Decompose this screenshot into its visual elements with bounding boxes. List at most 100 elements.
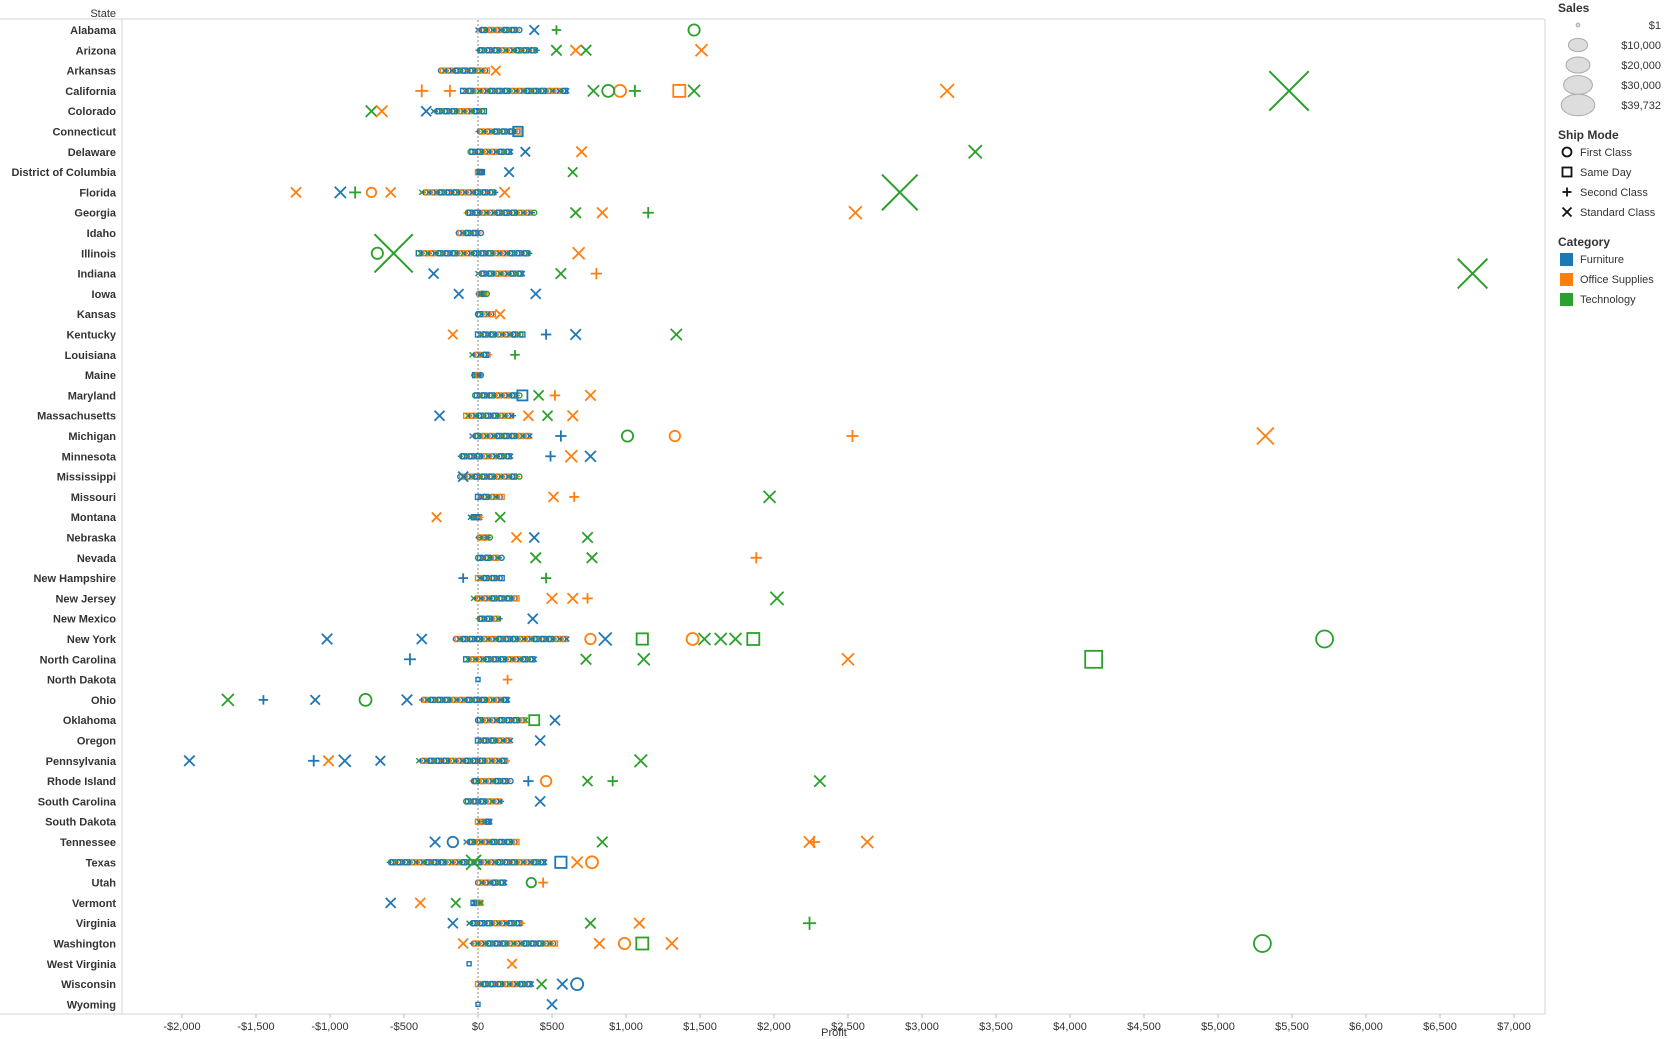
x-tick-label: $5,000: [1201, 1021, 1235, 1033]
cluster-mark: [563, 87, 570, 94]
data-point: [373, 233, 414, 274]
data-point: [1315, 629, 1334, 649]
cluster-mark: [519, 270, 526, 277]
state-label: Maine: [85, 370, 116, 382]
cluster-mark: [563, 636, 570, 642]
data-point: [530, 288, 542, 300]
ship-mode-label: Standard Class: [1580, 207, 1656, 219]
data-point: [581, 775, 594, 787]
state-label: West Virginia: [47, 959, 117, 971]
cluster-mark: [498, 574, 505, 582]
cluster-mark: [483, 67, 491, 74]
data-point: [584, 450, 597, 463]
cluster-mark: [522, 717, 529, 724]
state-labels: Alabama Arizona Arkansas California Colorado…: [11, 25, 116, 1011]
cluster-mark: [485, 818, 492, 825]
x-tick-label: $1,000: [609, 1021, 643, 1033]
state-label: Kansas: [77, 309, 116, 321]
data-point: [687, 23, 701, 37]
x-tick-label: $3,500: [979, 1021, 1013, 1033]
data-point: [598, 631, 613, 647]
data-point: [349, 186, 362, 199]
data-point: [183, 754, 196, 767]
state-label: Utah: [92, 878, 117, 890]
ship-mode-label: Second Class: [1580, 187, 1648, 199]
data-point: [447, 329, 459, 340]
chart-frame: [0, 18, 1546, 1015]
cluster-mark: [531, 209, 538, 216]
data-point: [586, 551, 598, 564]
state-label: Wisconsin: [61, 979, 116, 991]
data-point: [529, 551, 542, 564]
state-label: Montana: [71, 512, 117, 524]
state-label: New York: [67, 634, 117, 646]
state-label: North Dakota: [47, 675, 117, 687]
data-point: [547, 491, 560, 503]
x-tick-label: $500: [540, 1021, 564, 1033]
state-label: Massachusetts: [37, 411, 116, 423]
state-label: Iowa: [92, 289, 117, 301]
data-point: [490, 65, 502, 76]
cluster-mark: [480, 107, 488, 115]
data-point: [540, 572, 552, 584]
cluster-mark: [507, 148, 514, 155]
cluster-mark: [486, 818, 493, 825]
cluster-mark: [499, 798, 505, 804]
category-legend-title: Category: [1558, 235, 1610, 249]
data-point: [322, 754, 335, 767]
data-point: [860, 835, 874, 849]
data-point: [465, 854, 482, 871]
sales-size-label: $30,000: [1621, 80, 1661, 92]
data-point: [370, 246, 384, 260]
data-point: [585, 855, 599, 870]
cluster-mark: [487, 352, 493, 358]
data-point: [841, 652, 855, 666]
data-point: [308, 755, 320, 767]
data-point: [848, 205, 863, 220]
data-point: [881, 173, 919, 211]
data-point: [427, 267, 440, 280]
data-point: [549, 390, 561, 401]
sales-size-label: $10,000: [1621, 40, 1661, 52]
data-point: [714, 632, 728, 646]
data-point: [620, 429, 635, 443]
data-point: [416, 633, 428, 645]
state-label: Georgia: [74, 208, 116, 220]
data-point: [512, 125, 524, 138]
data-point: [569, 44, 582, 57]
data-point: [1084, 649, 1104, 669]
x-tick-label: $6,000: [1349, 1021, 1383, 1033]
data-point: [1268, 70, 1310, 112]
data-point: [457, 470, 469, 483]
data-point: [431, 511, 442, 523]
data-point: [533, 389, 545, 402]
data-point: [385, 897, 397, 909]
cluster-mark: [541, 859, 548, 866]
circle-icon: [1561, 146, 1573, 158]
state-label: Nevada: [77, 553, 117, 565]
sales-size-swatch: [1563, 75, 1593, 95]
data-point: [590, 267, 603, 280]
state-label: Michigan: [68, 431, 116, 443]
cluster-mark: [477, 229, 485, 237]
data-point: [550, 44, 563, 57]
sales-size-label: $1: [1649, 20, 1661, 32]
state-label: Pennsylvania: [46, 756, 117, 768]
data-point: [401, 694, 413, 706]
state-label: Vermont: [72, 898, 116, 910]
state-label: Missouri: [71, 492, 116, 504]
data-point: [569, 206, 582, 219]
data-point: [570, 977, 585, 991]
cluster-mark: [516, 26, 523, 34]
data-point: [567, 166, 579, 178]
data-point: [670, 328, 683, 341]
state-label: Colorado: [68, 106, 117, 118]
data-point: [494, 511, 506, 523]
data-point: [803, 835, 816, 849]
data-point: [338, 754, 352, 768]
data-point: [570, 856, 584, 869]
cluster-mark: [526, 433, 533, 439]
state-label: District of Columbia: [11, 167, 116, 179]
plus-icon: [1562, 187, 1572, 197]
cluster-mark: [475, 1001, 481, 1008]
